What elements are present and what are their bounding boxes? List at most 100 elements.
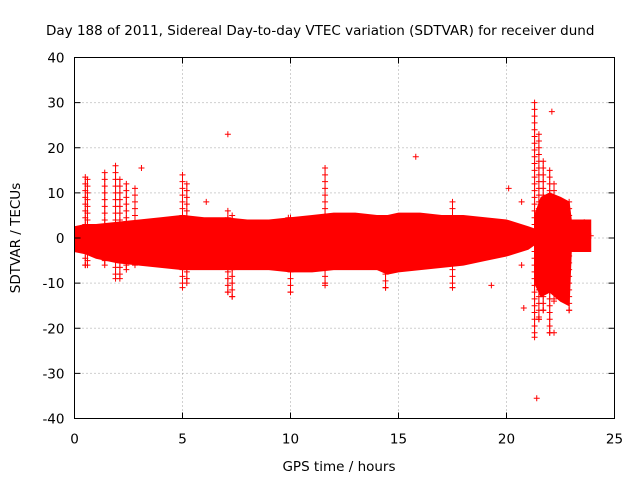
spike-point (322, 259, 329, 266)
spike-point (551, 187, 558, 194)
spike-point (382, 216, 389, 223)
spike-point (116, 196, 123, 203)
spike-point (540, 219, 547, 226)
spike-point (287, 289, 294, 296)
outlier-point (587, 232, 594, 239)
spike-point (551, 289, 558, 296)
spike-point (322, 165, 329, 172)
spike-point (531, 282, 538, 289)
spike-point (229, 246, 236, 253)
spike-point (84, 210, 91, 217)
y-tick-label: 20 (47, 141, 64, 157)
spike-point (229, 219, 236, 226)
spike-point (540, 171, 547, 178)
spike-point (449, 253, 456, 260)
y-tick-label: 10 (47, 186, 64, 202)
spike-point (224, 289, 231, 296)
spike-point (540, 232, 547, 239)
spike-point (540, 300, 547, 307)
spike-point (566, 307, 573, 314)
spike-point (179, 212, 186, 219)
outlier-point (449, 284, 456, 291)
spike-point (179, 253, 186, 260)
spike-point (322, 232, 329, 239)
spike-point (116, 275, 123, 282)
outlier-point (322, 282, 329, 289)
spike-point (287, 235, 294, 241)
spike-point (531, 255, 538, 262)
outlier-point (533, 395, 540, 402)
spike-point (322, 185, 329, 192)
spike-point (224, 214, 231, 221)
spike-point (131, 212, 138, 219)
spike-point (540, 266, 547, 273)
spike-point (322, 253, 329, 260)
spike-point (112, 162, 119, 169)
spike-point (287, 282, 294, 289)
spike-point (131, 198, 138, 205)
spike-point (546, 316, 553, 323)
spike-point (101, 189, 108, 196)
spike-point (224, 268, 231, 275)
spike-point (540, 259, 547, 266)
spike-point (535, 151, 542, 158)
spike-point (531, 268, 538, 275)
spike-point (116, 210, 123, 217)
spike-point (382, 271, 389, 278)
spike-point (531, 133, 538, 140)
spike-point (179, 266, 186, 273)
spike-point (546, 302, 553, 309)
spike-point (287, 228, 294, 235)
spike-point (179, 198, 186, 205)
spike-point (531, 334, 538, 341)
spike-point (183, 255, 190, 262)
spike-point (540, 158, 547, 165)
spike-point (101, 223, 108, 230)
spike-point (101, 176, 108, 183)
spike-point (551, 282, 558, 289)
spike-point (531, 201, 538, 208)
x-tick-label: 25 (606, 432, 623, 448)
spike-point (322, 225, 329, 232)
spike-point (551, 262, 558, 269)
outlier-point (224, 131, 231, 138)
spike-point (551, 275, 558, 282)
spike-point (449, 205, 456, 212)
spike-point (540, 286, 547, 293)
spike-point (123, 228, 130, 235)
chart-title: Day 188 of 2011, Sidereal Day-to-day VTE… (46, 23, 594, 39)
spike-point (551, 221, 558, 228)
spike-point (131, 246, 138, 253)
spike-point (531, 147, 538, 154)
spike-point (382, 230, 389, 237)
spike-point (183, 241, 190, 248)
outlier-point (518, 262, 525, 269)
spike-point (531, 99, 538, 106)
spike-point (179, 192, 186, 199)
spike-point (116, 203, 123, 210)
spike-point (551, 214, 558, 221)
spike-point (123, 187, 130, 194)
spike-point (551, 241, 558, 248)
spike-point (84, 250, 91, 257)
spike-point (540, 198, 547, 205)
spike-point (531, 140, 538, 147)
spike-point (382, 237, 389, 244)
outlier-point (138, 165, 145, 172)
y-tick-label: -40 (42, 412, 64, 428)
spike-point (551, 194, 558, 201)
spike-point (382, 257, 389, 264)
spike-point (131, 253, 138, 260)
y-axis-label: SDTVAR / TECUs (8, 183, 24, 293)
spike-point (229, 259, 236, 266)
spike-point (531, 180, 538, 187)
spike-point (84, 237, 91, 244)
x-tick-label: 5 (178, 432, 187, 448)
spike-point (131, 232, 138, 239)
outlier-point (535, 316, 542, 323)
spike-point (287, 255, 294, 262)
spike-point (116, 176, 123, 183)
spike-point (183, 194, 190, 201)
spike-point (531, 262, 538, 269)
spike-point (183, 235, 190, 241)
